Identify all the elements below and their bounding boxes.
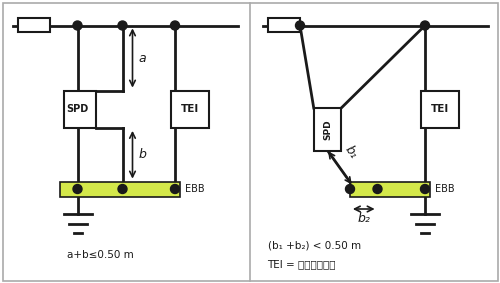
Bar: [60, 182, 180, 196]
Circle shape: [420, 185, 430, 194]
Text: b₁: b₁: [342, 143, 360, 161]
Text: EBB: EBB: [185, 184, 204, 194]
Circle shape: [170, 185, 179, 194]
Circle shape: [420, 21, 430, 30]
Bar: [171, 91, 208, 128]
Bar: [350, 182, 430, 196]
Circle shape: [118, 21, 127, 30]
Text: b: b: [138, 149, 146, 162]
Text: (b₁ +b₂) < 0.50 m: (b₁ +b₂) < 0.50 m: [268, 241, 360, 250]
Text: TEI = 终端设备接口: TEI = 终端设备接口: [268, 259, 336, 269]
Circle shape: [118, 185, 127, 194]
Bar: [18, 18, 50, 33]
Text: SPD: SPD: [323, 119, 332, 140]
Text: b₂: b₂: [358, 213, 370, 226]
FancyBboxPatch shape: [2, 3, 498, 280]
Text: a: a: [138, 52, 146, 65]
Circle shape: [73, 21, 82, 30]
Circle shape: [296, 21, 304, 30]
Bar: [64, 91, 96, 128]
Bar: [268, 18, 300, 33]
Text: SPD: SPD: [66, 104, 88, 114]
Text: TEI: TEI: [430, 104, 449, 114]
Circle shape: [73, 185, 82, 194]
Bar: [421, 91, 459, 128]
Circle shape: [373, 185, 382, 194]
Text: a+b≤0.50 m: a+b≤0.50 m: [66, 250, 134, 260]
Circle shape: [170, 21, 179, 30]
Text: TEI: TEI: [180, 104, 199, 114]
Circle shape: [346, 185, 354, 194]
Bar: [314, 108, 341, 151]
Text: EBB: EBB: [435, 184, 454, 194]
